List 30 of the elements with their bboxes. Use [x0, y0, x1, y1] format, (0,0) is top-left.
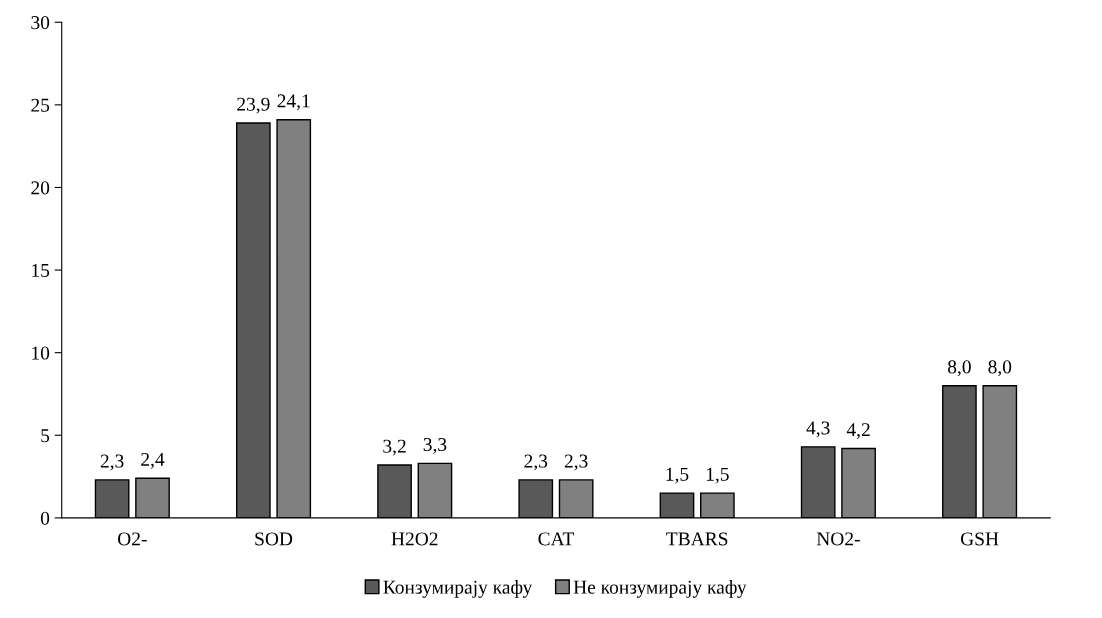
data-label: 1,5: [666, 467, 689, 484]
y-tick-label: 25: [31, 98, 50, 112]
data-label: 3,2: [383, 439, 406, 456]
data-label: 2,3: [524, 454, 548, 471]
x-tick-label: SOD: [255, 532, 293, 546]
data-label: 24,1: [277, 94, 310, 111]
x-tick-label: NO2-: [816, 532, 860, 546]
data-label: 1,5: [706, 467, 729, 484]
x-tick-label: H2O2: [391, 532, 438, 546]
y-tick-label: 5: [41, 429, 50, 443]
legend-label: Конзумирају кафу: [383, 580, 533, 598]
data-label: 2,3: [564, 454, 588, 471]
y-tick-label: 10: [32, 346, 50, 360]
data-label: 8,0: [988, 360, 1012, 377]
y-tick-label: 30: [31, 16, 50, 30]
data-label: 2,3: [100, 454, 124, 471]
y-tick-label: 0: [40, 511, 50, 525]
x-tick-label: CAT: [538, 532, 574, 546]
y-tick-label: 15: [32, 263, 50, 277]
data-label: 4,2: [846, 423, 870, 440]
x-tick-label: GSH: [960, 532, 999, 546]
legend-label: Не конзумирају кафу: [573, 580, 747, 598]
y-tick-label: 20: [31, 181, 50, 195]
data-label: 8,0: [947, 360, 971, 377]
data-label: 3,3: [423, 438, 447, 454]
data-label: 4,3: [806, 421, 830, 438]
x-tick-label: TBARS: [666, 532, 728, 546]
x-tick-label: O2-: [118, 532, 147, 546]
data-label: 2,4: [141, 452, 165, 469]
data-label: 23,9: [237, 97, 270, 114]
